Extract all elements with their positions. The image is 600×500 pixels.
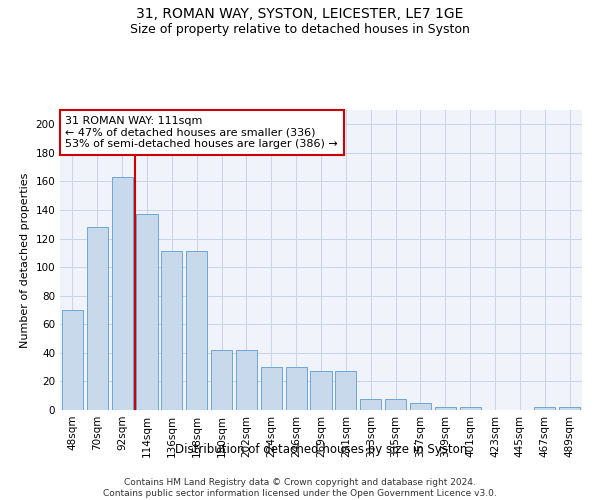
Text: 31 ROMAN WAY: 111sqm
← 47% of detached houses are smaller (336)
53% of semi-deta: 31 ROMAN WAY: 111sqm ← 47% of detached h… — [65, 116, 338, 149]
Bar — [161, 252, 182, 410]
Bar — [385, 398, 406, 410]
Bar — [236, 350, 257, 410]
Text: 31, ROMAN WAY, SYSTON, LEICESTER, LE7 1GE: 31, ROMAN WAY, SYSTON, LEICESTER, LE7 1G… — [136, 8, 464, 22]
Text: Size of property relative to detached houses in Syston: Size of property relative to detached ho… — [130, 22, 470, 36]
Text: Contains HM Land Registry data © Crown copyright and database right 2024.
Contai: Contains HM Land Registry data © Crown c… — [103, 478, 497, 498]
Y-axis label: Number of detached properties: Number of detached properties — [20, 172, 30, 348]
Bar — [310, 372, 332, 410]
Bar — [335, 372, 356, 410]
Bar — [559, 407, 580, 410]
Bar — [186, 252, 207, 410]
Bar — [136, 214, 158, 410]
Bar — [286, 367, 307, 410]
Text: Distribution of detached houses by size in Syston: Distribution of detached houses by size … — [175, 442, 467, 456]
Bar — [460, 407, 481, 410]
Bar — [62, 310, 83, 410]
Bar — [211, 350, 232, 410]
Bar — [410, 403, 431, 410]
Bar — [360, 398, 381, 410]
Bar — [435, 407, 456, 410]
Bar — [261, 367, 282, 410]
Bar — [112, 177, 133, 410]
Bar — [534, 407, 555, 410]
Bar — [87, 227, 108, 410]
